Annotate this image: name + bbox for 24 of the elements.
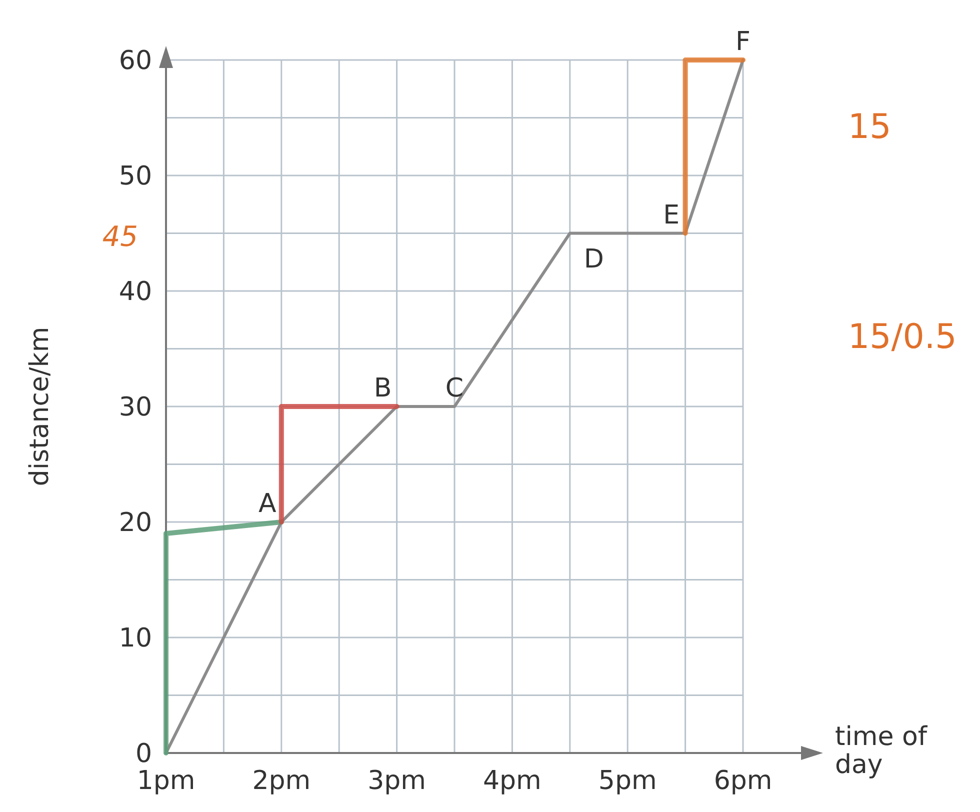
x-tick-label: 6pm xyxy=(714,766,772,796)
x-tick-label: 1pm xyxy=(136,766,196,796)
annotation: E xyxy=(663,200,680,230)
y-tick-label: 50 xyxy=(118,162,152,192)
annotation: D xyxy=(584,244,604,274)
y-tick-label: 20 xyxy=(118,508,152,538)
text: 45 xyxy=(102,220,138,253)
y-tick-label: 10 xyxy=(118,624,152,654)
x-tick-label: 5pm xyxy=(598,766,657,796)
x-tick-label: 4pm xyxy=(483,766,542,796)
annotation: B xyxy=(374,374,392,404)
annotation: F xyxy=(736,27,750,57)
annotation: A xyxy=(258,489,276,519)
annotation: C xyxy=(445,374,464,404)
y-tick-label: 60 xyxy=(118,46,152,76)
y-tick-label: 40 xyxy=(118,277,152,307)
y-tick-label: 0 xyxy=(135,739,152,769)
x-tick-label: 3pm xyxy=(368,766,426,796)
text: 15/0.5 xyxy=(848,317,957,357)
y-axis-title: distance/km xyxy=(25,326,55,486)
x-tick-label: 2pm xyxy=(252,766,311,796)
x-axis-title: time of day xyxy=(835,722,928,780)
y-tick-label: 30 xyxy=(118,392,152,422)
text: 15 xyxy=(848,107,892,147)
